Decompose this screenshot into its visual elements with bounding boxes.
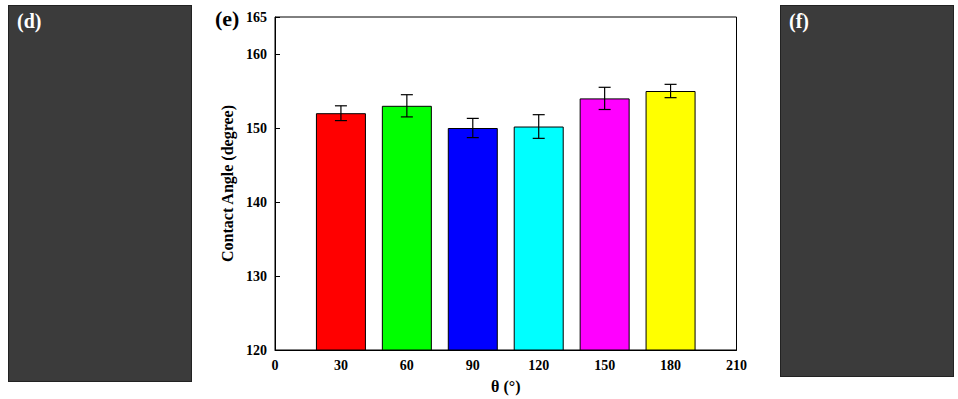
svg-text:60: 60 (400, 358, 414, 373)
svg-text:(e): (e) (215, 6, 239, 31)
html-text:(f): (f) (789, 10, 809, 32)
html-text:(d): (d) (17, 10, 42, 32)
svg-text:165: 165 (246, 10, 267, 25)
svg-text:150: 150 (246, 121, 267, 136)
svg-text:Contact Angle (degree): Contact Angle (degree) (219, 105, 237, 262)
svg-text:210: 210 (726, 358, 747, 373)
svg-text:θ (°): θ (°) (491, 378, 520, 396)
svg-text:180: 180 (660, 358, 681, 373)
svg-text:160: 160 (246, 47, 267, 62)
svg-text:90: 90 (466, 358, 480, 373)
svg-text:0: 0 (272, 358, 279, 373)
svg-text:120: 120 (246, 343, 267, 358)
svg-text:150: 150 (594, 358, 615, 373)
svg-text:130: 130 (246, 269, 267, 284)
svg-text:120: 120 (528, 358, 549, 373)
svg-text:30: 30 (334, 358, 348, 373)
svg-text:140: 140 (246, 195, 267, 210)
